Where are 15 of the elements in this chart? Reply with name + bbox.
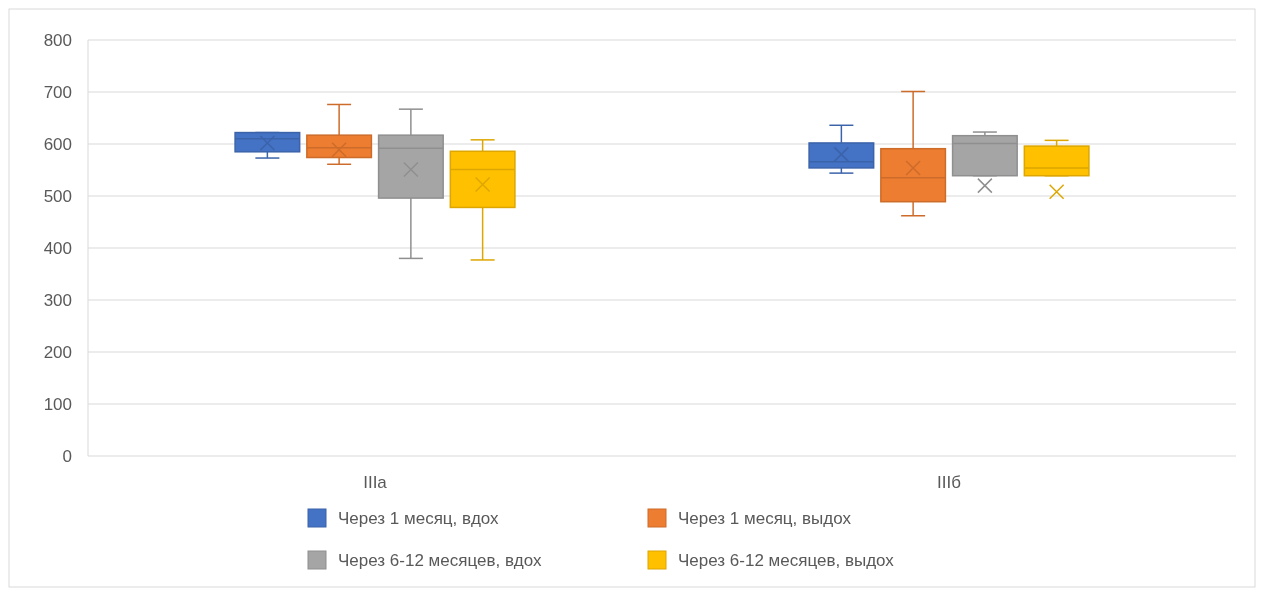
y-tick-label: 400 xyxy=(43,238,72,258)
y-tick-label: 500 xyxy=(43,186,72,206)
legend-label: Через 6-12 месяцев, вдох xyxy=(338,550,542,570)
y-tick-label: 800 xyxy=(43,30,72,50)
x-tick-label: IIIa xyxy=(363,473,388,492)
x-tick-label: IIIб xyxy=(937,473,962,492)
legend-label: Через 1 месяц, выдох xyxy=(678,508,852,528)
legend-label: Через 1 месяц, вдох xyxy=(338,508,500,528)
y-tick-label: 100 xyxy=(43,394,72,414)
y-tick-label: 300 xyxy=(43,290,72,310)
y-tick-label: 0 xyxy=(62,446,72,466)
y-tick-label: 200 xyxy=(43,342,72,362)
y-tick-label: 700 xyxy=(43,82,72,102)
legend-label: Через 6-12 месяцев, выдох xyxy=(678,550,895,570)
y-tick-label: 600 xyxy=(43,134,72,154)
